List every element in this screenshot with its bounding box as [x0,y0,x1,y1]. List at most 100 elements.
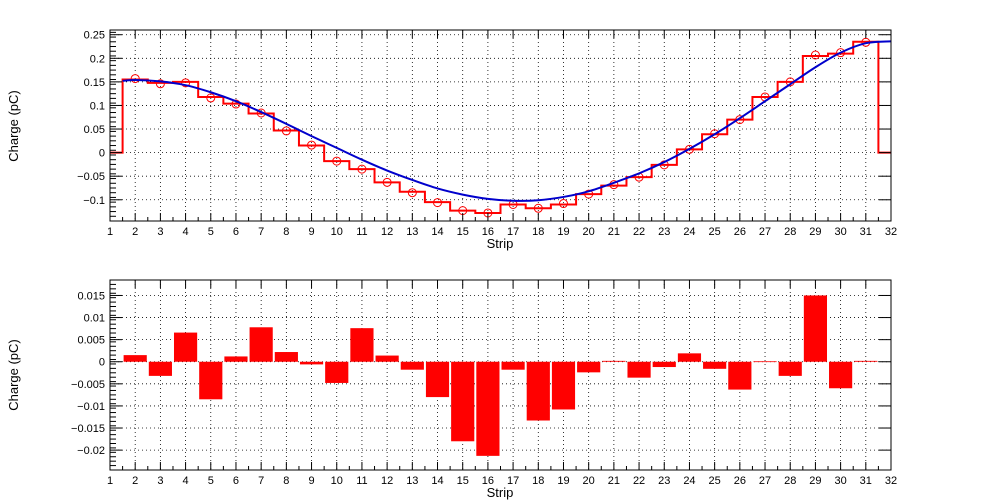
top-x-tick-label: 3 [157,226,163,238]
top-y-tick-label: 0.25 [84,30,105,42]
top-y-ticks: −0.1 −0.05 0 0.05 0.1 0.15 0.2 0.25 [77,30,891,222]
top-x-tick-label: 6 [233,226,239,238]
top-x-tick-label: 20 [583,226,595,238]
residual-bar [425,361,450,398]
top-x-axis-title: Strip [487,236,514,251]
bottom-x-tick-label: 1 [107,475,113,487]
bottom-panel: 1 2 3 4 5 6 7 8 9 10 11 12 13 14 15 16 17 18 19 20 21 22 23 24 2… [6,279,897,500]
bottom-x-axis-title: Strip [487,485,514,500]
top-x-tick-label: 12 [381,226,393,238]
residual-bar [224,356,248,362]
bottom-y-ticks: −0.02 −0.015 −0.01 −0.005 0 0.005 0.01 0.015 [71,283,891,471]
bottom-y-tick-label: 0.015 [77,290,105,302]
bottom-y-tick-label: −0.01 [77,401,105,413]
histogram-step-line [110,40,891,214]
residual-bar [476,361,500,456]
data-point-marker [307,140,317,150]
bottom-x-tick-label: 17 [507,475,519,487]
top-x-tick-label: 8 [283,226,289,238]
bottom-x-tick-label: 29 [809,475,821,487]
bottom-x-tick-label: 14 [431,475,443,487]
bottom-x-tick-label: 9 [308,475,314,487]
top-x-tick-label: 28 [784,226,796,238]
residual-bar [173,332,198,362]
bottom-y-tick-label: −0.005 [71,379,105,391]
bottom-x-tick-label: 21 [608,475,620,487]
top-x-tick-label: 18 [532,226,544,238]
bottom-x-tick-label: 18 [532,475,544,487]
bottom-y-axis-title: Charge (pC) [6,339,21,411]
bottom-y-tick-label: 0 [99,357,105,369]
top-y-tick-label: 0.1 [90,100,105,112]
bottom-grid [110,280,891,470]
top-x-tick-label: 17 [507,226,519,238]
top-y-axis-title: Charge (pC) [6,90,21,162]
bottom-x-tick-label: 7 [258,475,264,487]
bottom-x-tick-label: 5 [208,475,214,487]
top-grid [110,30,891,221]
residual-bar [753,361,777,363]
data-point-marker [382,177,392,187]
data-point-marker [810,50,820,60]
top-x-ticks: 1 2 3 4 5 6 7 8 9 10 11 12 13 14 15 16 17 18 19 20 21 22 23 24 2… [107,30,897,238]
top-x-tick-label: 16 [482,226,494,238]
top-x-tick-label: 2 [132,226,138,238]
top-x-tick-label: 4 [183,226,189,238]
bottom-y-tick-label: 0.005 [77,335,105,347]
bottom-x-tick-label: 6 [233,475,239,487]
bottom-bars [123,295,878,456]
data-point-marker [332,156,342,166]
top-x-tick-label: 30 [834,226,846,238]
bottom-x-tick-label: 15 [457,475,469,487]
residual-bar [803,295,828,362]
residual-bar [123,355,147,362]
residual-bar [778,361,802,376]
data-point-marker [130,74,140,84]
residual-bar [526,361,550,421]
fit-curve [122,40,892,202]
residual-bar [350,328,374,362]
residual-bar [299,361,324,365]
data-point-marker [206,93,216,103]
bottom-x-tick-label: 13 [406,475,418,487]
residual-bar [627,361,651,378]
top-y-tick-label: 0.15 [84,77,105,89]
residual-bar [375,355,399,362]
data-point-marker [533,203,543,213]
bottom-x-tick-label: 20 [583,475,595,487]
top-x-tick-label: 5 [208,226,214,238]
residual-bar [652,361,676,368]
bottom-x-tick-label: 25 [709,475,721,487]
data-point-marker [584,189,594,199]
residual-bar [325,361,349,383]
data-point-marker [231,99,241,109]
top-x-tick-label: 9 [308,226,314,238]
top-y-tick-label: 0.2 [90,53,105,65]
residual-bar [148,361,172,376]
top-y-tick-label: −0.05 [77,171,105,183]
top-y-tick-label: −0.1 [83,195,105,207]
top-x-tick-label: 14 [431,226,443,238]
bottom-x-tick-label: 23 [658,475,670,487]
top-x-tick-label: 31 [860,226,872,238]
top-x-tick-label: 23 [658,226,670,238]
bottom-y-tick-label: −0.02 [77,445,105,457]
residual-bar [854,360,878,362]
bottom-x-tick-label: 32 [885,475,897,487]
top-x-tick-label: 29 [809,226,821,238]
top-x-tick-label: 15 [457,226,469,238]
top-x-tick-label: 11 [356,226,367,238]
bottom-plot-frame [109,279,892,471]
residual-bar [728,361,752,390]
bottom-x-ticks: 1 2 3 4 5 6 7 8 9 10 11 12 13 14 15 16 17 18 19 20 21 22 23 24 2… [107,280,897,487]
data-point-marker [558,199,568,209]
top-fit [122,40,892,202]
bottom-x-tick-label: 12 [381,475,393,487]
top-x-tick-label: 27 [759,226,771,238]
bottom-y-tick-label: −0.015 [71,423,105,435]
bottom-x-tick-label: 24 [683,475,695,487]
residual-bar [577,361,601,373]
residual-bar [400,361,424,370]
bottom-x-tick-label: 4 [183,475,189,487]
